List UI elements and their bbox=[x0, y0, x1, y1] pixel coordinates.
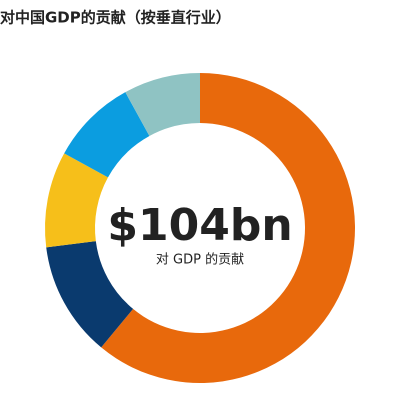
donut-segment bbox=[101, 73, 355, 384]
donut bbox=[44, 73, 355, 384]
donut-segment bbox=[44, 153, 108, 248]
center-label: 对 GDP 的贡献 bbox=[156, 252, 244, 268]
chart-title: 对中国GDP的贡献（按垂直行业） bbox=[0, 9, 231, 27]
donut-segment bbox=[46, 241, 134, 348]
center-value: $104bn bbox=[107, 200, 292, 251]
donut-segment bbox=[64, 92, 150, 178]
donut-segment bbox=[125, 73, 200, 136]
